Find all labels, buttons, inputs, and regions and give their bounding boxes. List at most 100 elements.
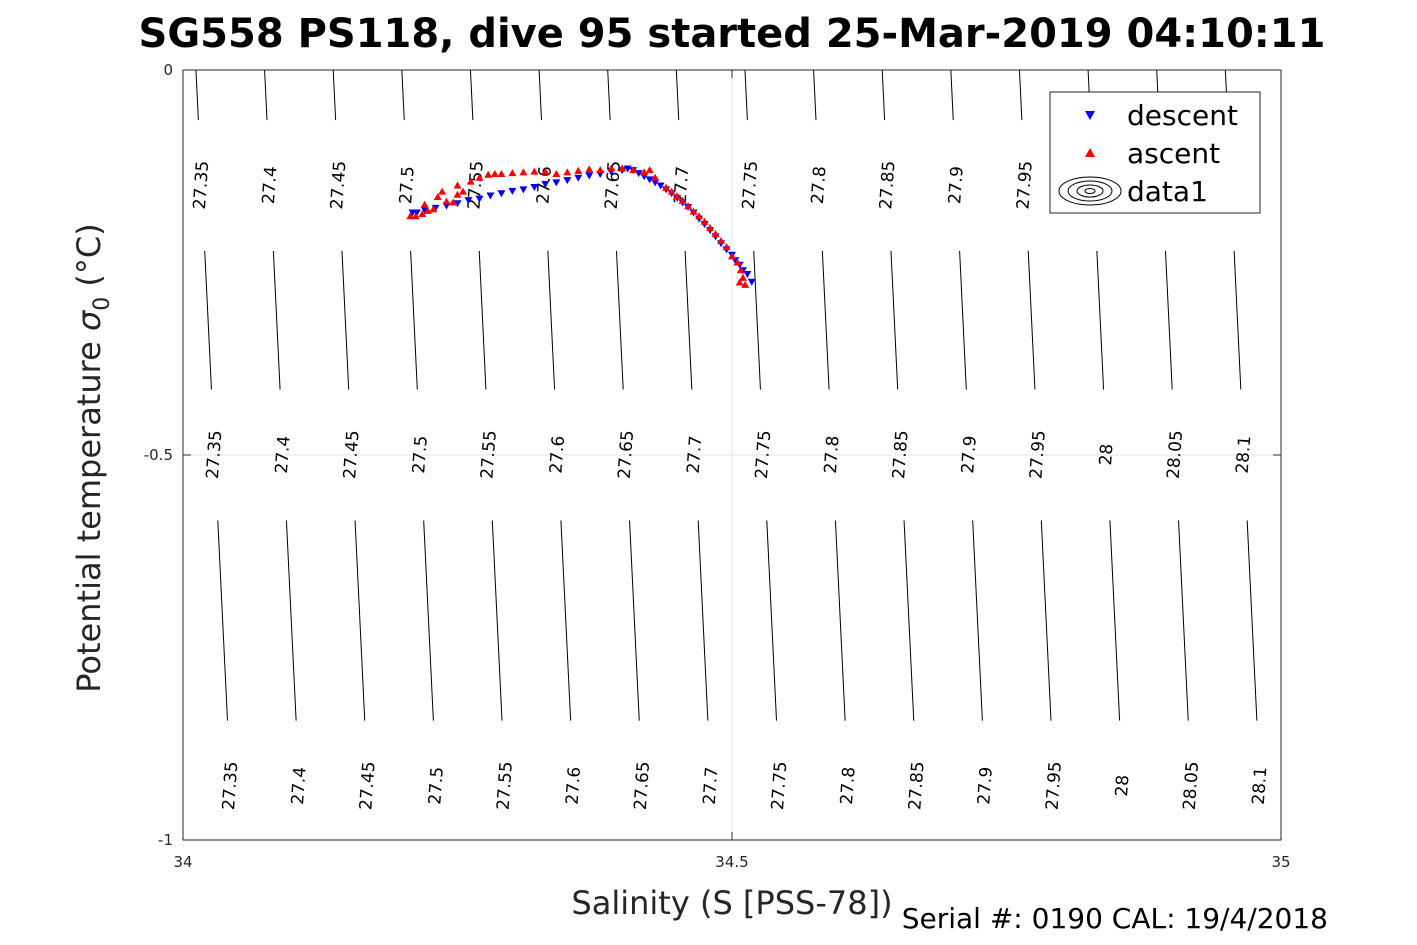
descent-point-6 (464, 197, 473, 205)
ascent-point-17 (497, 169, 506, 177)
isopycnal-label-27.4-2: 27.4 (288, 766, 311, 805)
ascent-point-11 (458, 187, 467, 195)
chart-title: SG558 PS118, dive 95 started 25-Mar-2019… (139, 11, 1326, 57)
contour-labels: 27.35 27.35 27.35 27.4 27.4 27.4 27.45 27.45 27.… (190, 160, 1271, 811)
isopycnal-label-27.65-1: 27.65 (615, 430, 638, 480)
ascent-point-5 (420, 200, 429, 208)
isopycnal-label-27.75-0: 27.75 (739, 160, 762, 210)
isopycnal-27.6-seg-2 (560, 520, 572, 721)
isopycnal-27.55-seg-0 (469, 69, 474, 121)
descent-point-16 (574, 174, 583, 182)
y-tick-label-2: -1 (158, 831, 173, 849)
isopycnal-label-27.9-2: 27.9 (974, 766, 997, 805)
ascent-point-44 (722, 243, 731, 251)
isopycnal-label-27.4-1: 27.4 (272, 435, 295, 474)
isopycnal-label-27.95-0: 27.95 (1013, 160, 1036, 210)
y-tick-label-1: -0.5 (144, 446, 173, 464)
isopycnal-label-27.5-0: 27.5 (396, 166, 419, 205)
isopycnal-27.55-seg-1 (478, 250, 487, 390)
ascent-point-38 (689, 207, 698, 215)
ascent-point-7 (438, 187, 447, 195)
isopycnal-label-27.5-1: 27.5 (409, 435, 432, 474)
descent-point-10 (508, 187, 517, 195)
isopycnal-label-28.1-2: 28.1 (1249, 766, 1272, 805)
ascent-point-37 (684, 202, 693, 210)
ascent-point-6 (433, 193, 442, 201)
isopycnal-27.85-seg-2 (903, 520, 915, 721)
isopycnal-label-27.55-2: 27.55 (494, 761, 517, 811)
isopycnal-label-27.5-2: 27.5 (425, 766, 448, 805)
descent-point-12 (530, 184, 539, 192)
isopycnal-27.95-seg-2 (1040, 520, 1052, 721)
ascent-point-0 (406, 212, 415, 220)
descent-point-45 (747, 278, 756, 286)
descent-point-26 (651, 179, 660, 187)
ascent-point-34 (667, 187, 676, 195)
isopycnal-contours (195, 69, 1258, 721)
descent-point-25 (645, 176, 654, 184)
y-tick-label-0: 0 (163, 61, 173, 79)
ascent-point-46 (733, 258, 742, 266)
ascent-point-24 (574, 166, 583, 174)
x-axis-label: Salinity (S [PSS-78]) (571, 884, 892, 922)
ascent-point-32 (651, 173, 660, 181)
descent-point-9 (497, 190, 506, 198)
isopycnal-label-27.6-2: 27.6 (563, 766, 586, 805)
isopycnal-28.05-seg-2 (1178, 520, 1189, 721)
isopycnal-27.95-seg-0 (1018, 69, 1023, 121)
isopycnal-27.95-seg-1 (1027, 250, 1036, 390)
descent-point-11 (519, 186, 528, 194)
isopycnal-label-27.35-2: 27.35 (219, 761, 242, 811)
ascent-point-19 (519, 168, 528, 176)
isopycnal-27.8-seg-0 (813, 69, 817, 121)
isopycnal-27.8-seg-2 (834, 520, 846, 721)
descent-point-2 (420, 206, 429, 214)
data-points (406, 164, 756, 288)
isopycnal-27.5-seg-2 (423, 520, 434, 721)
isopycnal-27.4-seg-0 (264, 69, 268, 121)
isopycnal-27.7-seg-0 (675, 69, 680, 121)
isopycnal-label-27.35-1: 27.35 (203, 430, 226, 480)
isopycnal-label-28-1: 28 (1096, 443, 1117, 466)
isopycnal-27.75-seg-0 (744, 69, 748, 121)
ascent-point-42 (711, 230, 720, 238)
ascent-point-49 (735, 278, 744, 286)
ascent-point-9 (449, 198, 458, 206)
isopycnal-label-28.05-2: 28.05 (1180, 761, 1203, 811)
y-axis-label-main: Potential temperature (70, 331, 108, 693)
isopycnal-label-28-2: 28 (1112, 774, 1133, 797)
ascent-point-40 (700, 217, 709, 225)
isopycnal-label-28.05-1: 28.05 (1164, 430, 1187, 480)
ascent-point-35 (673, 192, 682, 200)
ascent-point-8 (442, 197, 451, 205)
isopycnal-label-27.65-0: 27.65 (602, 160, 625, 210)
isopycnal-label-27.45-1: 27.45 (340, 430, 363, 480)
isopycnal-27.5-seg-1 (410, 250, 418, 390)
ascent-point-2 (418, 209, 427, 217)
descent-point-27 (656, 182, 665, 190)
ascent-point-16 (490, 169, 499, 177)
isopycnal-27.7-seg-1 (684, 250, 693, 390)
isopycnal-28-seg-2 (1109, 520, 1121, 721)
isopycnal-27.4-seg-2 (285, 520, 297, 721)
descent-point-7 (475, 195, 484, 203)
y-axis-label-symbol: σ (70, 309, 108, 331)
ascent-point-47 (736, 266, 745, 274)
ascent-point-48 (738, 273, 747, 281)
descent-point-1 (412, 209, 421, 217)
ascent-point-31 (645, 166, 654, 174)
legend: descent ascent data1 (1049, 91, 1261, 214)
ascent-point-1 (411, 212, 420, 220)
ascent-point-14 (475, 173, 484, 181)
isopycnal-label-28.1-1: 28.1 (1233, 435, 1256, 474)
descent-point-14 (552, 179, 561, 187)
isopycnal-27.35-seg-0 (195, 69, 199, 121)
x-tick-label-0: 34 (173, 853, 192, 871)
isopycnal-label-27.9-1: 27.9 (958, 435, 981, 474)
ascent-point-39 (695, 212, 704, 220)
ascent-point-15 (484, 170, 493, 178)
isopycnal-27.55-seg-2 (491, 520, 503, 721)
descent-point-17 (585, 172, 594, 180)
isopycnal-27.9-seg-0 (950, 69, 954, 121)
isopycnal-label-27.55-1: 27.55 (477, 430, 500, 480)
